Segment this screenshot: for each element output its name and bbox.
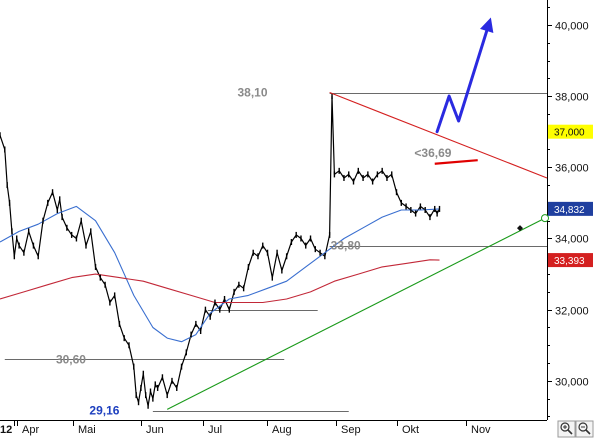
x-tick-label: Jun <box>146 424 164 436</box>
trendline-support <box>166 216 548 410</box>
price-tags: 37,000 34,832 33,393 <box>548 124 593 268</box>
x-tick-label: Mai <box>78 424 96 436</box>
x-start-label: 12 <box>0 424 12 436</box>
magnifier-minus-icon[interactable] <box>575 420 594 438</box>
annotation-label: 29,16 <box>89 404 119 418</box>
price-tag-box <box>548 201 593 216</box>
horizontal-levels <box>4 93 547 412</box>
annotation-label: <36,69 <box>414 146 451 160</box>
x-tick-label: Nov <box>471 424 491 436</box>
series-line-moving-average-long <box>0 259 440 304</box>
forecast-arrow-head <box>480 17 494 33</box>
x-tick-label: Aug <box>272 424 292 436</box>
price-tag-label: 34,832 <box>554 205 585 216</box>
y-tick-label: 32,000 <box>555 306 589 318</box>
x-tick-label: Sep <box>341 424 361 436</box>
price-tag-box <box>548 124 593 139</box>
annotation-label: 38,10 <box>237 86 267 100</box>
magnifier-plus-icon[interactable] <box>557 420 576 438</box>
annotation-label: 30,60 <box>56 352 86 366</box>
price-tag-label: 33,393 <box>554 256 585 267</box>
support-diamond-marker <box>517 225 523 232</box>
y-axis-ticks: 30,000 32,000 34,000 36,000 38,000 40,000 <box>547 7 589 417</box>
x-tick-label: Okt <box>402 424 419 436</box>
y-tick-label: 34,000 <box>555 234 589 246</box>
support-end-marker <box>541 214 549 223</box>
y-tick-label: 38,000 <box>555 92 589 104</box>
y-tick-label: 36,000 <box>555 163 589 175</box>
forecast-arrow <box>435 17 494 134</box>
trendlines <box>166 92 549 410</box>
annotations: 38,10 <36,69 33,80 30,60 29,16 <box>56 86 452 418</box>
series-line-price <box>0 95 441 407</box>
price-tag-label: 37,000 <box>554 128 585 139</box>
series-layer <box>0 93 441 409</box>
series-line-moving-average-short <box>0 205 440 343</box>
y-tick-label: 40,000 <box>555 21 589 33</box>
x-axis-ticks: 12 Apr Mai Jun Jul Aug Sep Okt Nov <box>0 420 491 436</box>
x-tick-label: Apr <box>22 424 39 436</box>
annotation-label: 33,80 <box>331 239 361 253</box>
price-tag-box <box>548 253 593 268</box>
forecast-arrow-path <box>435 19 492 134</box>
y-tick-label: 30,000 <box>555 377 589 389</box>
trendline-target-36.69 <box>434 159 478 165</box>
trendline-resistance <box>329 92 548 179</box>
x-tick-label: Jul <box>208 424 222 436</box>
